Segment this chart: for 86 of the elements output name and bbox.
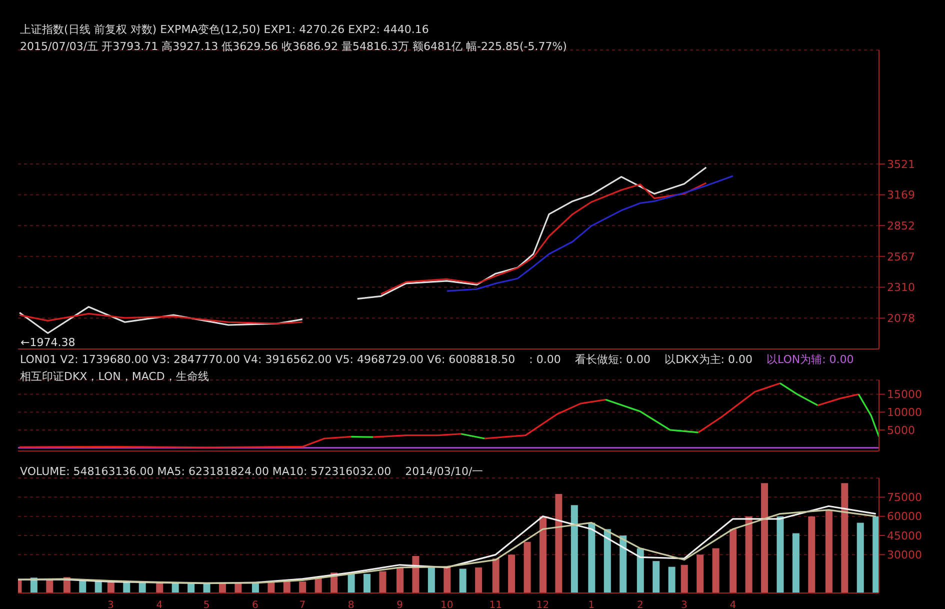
bar — [475, 567, 482, 593]
x-tick-label: 5 — [203, 600, 210, 609]
text: 看长做短: 0.00 — [574, 353, 651, 366]
bar — [412, 556, 420, 593]
line-series — [698, 382, 781, 434]
bar — [841, 483, 848, 593]
y-tick-label: 60000 — [887, 510, 922, 524]
line-series — [18, 306, 304, 334]
y-tick-label: 3521 — [887, 158, 915, 171]
bar — [696, 554, 704, 593]
bar — [203, 584, 210, 593]
line-series — [604, 398, 700, 434]
y-tick-label: 2567 — [887, 250, 915, 264]
x-tick-label: 4 — [156, 600, 163, 609]
x-tick-label: 6 — [252, 600, 258, 609]
bar — [364, 574, 371, 593]
bar — [379, 571, 386, 593]
bar — [428, 566, 435, 593]
x-tick-label: 7 — [299, 600, 306, 609]
y-tick-label: 2852 — [887, 220, 915, 233]
bar — [588, 522, 596, 593]
line-series — [18, 312, 304, 324]
bar — [761, 483, 768, 593]
chart-title: LON01 V2: 1739680.00 V3: 2847770.00 V4: 3916562.00 V5: 4968729.00 V6: 6008818.50 — [20, 353, 516, 366]
y-tick-label: 2078 — [887, 312, 915, 326]
x-tick-label: 4 — [730, 600, 736, 609]
bar — [730, 529, 737, 593]
bar — [636, 548, 644, 593]
y-tick-label: 2310 — [887, 281, 915, 294]
y-tick-label: 45000 — [887, 529, 922, 542]
line-series — [484, 398, 606, 440]
bar — [492, 558, 500, 593]
annotation: ←1974.38 — [20, 336, 76, 349]
x-tick-label: 10 — [440, 600, 454, 609]
bar — [283, 582, 290, 593]
bar — [604, 529, 611, 593]
y-tick-label: 10000 — [887, 406, 922, 420]
line-series — [18, 436, 352, 448]
bar — [652, 561, 660, 593]
x-tick-label: 11 — [489, 600, 502, 609]
chart-subtitle: 相互印证DKX，LON，MACD，生命线 — [20, 369, 210, 384]
y-tick-label: 3169 — [887, 188, 915, 202]
bar — [745, 516, 752, 593]
bar — [396, 567, 404, 593]
bar — [856, 522, 864, 593]
x-tick-label: 9 — [396, 600, 403, 609]
text: : 0.00 — [529, 353, 561, 366]
bar — [299, 582, 306, 593]
x-tick-label: 8 — [348, 600, 354, 609]
text: 以LON为辅: 0.00 — [766, 353, 854, 366]
y-tick-label: 5000 — [887, 424, 915, 437]
y-tick-label: 75000 — [887, 491, 922, 504]
line-series — [356, 166, 707, 300]
chart-title: VOLUME: 548163136.00 MA5: 623181824.00 MA10: 572316032.00 — [20, 465, 392, 478]
bar — [680, 564, 688, 593]
bar — [712, 548, 720, 593]
bar — [825, 510, 832, 593]
bar — [668, 566, 676, 593]
x-tick-label: 12 — [536, 600, 550, 609]
x-tick-label: 1 — [588, 600, 595, 609]
bar — [138, 582, 146, 593]
x-tick-label: 3 — [680, 600, 688, 609]
line-series — [380, 182, 707, 295]
bar — [94, 582, 102, 593]
bar — [808, 516, 816, 593]
bar — [508, 554, 516, 593]
y-tick-label: 30000 — [887, 548, 922, 562]
x-tick-label: 2 — [636, 600, 644, 609]
bar — [792, 533, 800, 593]
bar — [524, 542, 531, 593]
chart-title: 上证指数(日线 前复权 对数) EXPMA变色(12,50) EXP1: 4270.26 EXP2: 4440.16 — [20, 23, 429, 36]
bar — [776, 516, 784, 593]
bar — [444, 566, 451, 593]
bar — [252, 583, 259, 593]
x-tick-label: 3 — [108, 600, 114, 609]
bar — [539, 516, 546, 593]
bar — [872, 516, 879, 593]
bar — [555, 494, 562, 593]
line-series — [446, 175, 734, 292]
bar — [570, 505, 578, 593]
chart-subtitle: 2015/07/03/五 开3793.71 高3927.13 低3629.56 收3686.92 量54816.3万 额6481亿 幅-225.85(-5.77%) — [20, 39, 567, 54]
bar — [620, 536, 627, 593]
annotation: 2014/03/10/一 — [405, 465, 484, 478]
bar — [459, 568, 466, 593]
text: 以DKX为主: 0.00 — [664, 353, 752, 366]
y-tick-label: 15000 — [887, 388, 922, 402]
